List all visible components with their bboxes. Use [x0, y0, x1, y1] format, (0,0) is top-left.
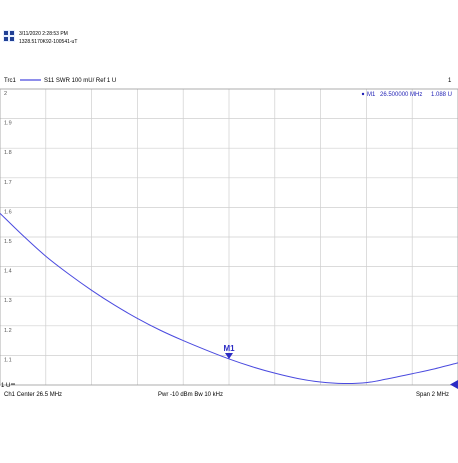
- y-tick-label: 2: [4, 91, 7, 97]
- marker-readout-frequency: 26.500000 MHz: [380, 92, 422, 98]
- y-ref-label: 1 U: [1, 383, 10, 389]
- trace-name: Trc1: [4, 78, 16, 84]
- y-tick-label: 1.7: [4, 180, 12, 186]
- marker-readout: M1 26.500000 MHz 1.088 U: [361, 92, 452, 98]
- channel-center: Ch1 Center 26.5 MHz: [4, 392, 62, 398]
- plot-grid: [0, 89, 458, 385]
- marker-label: M1: [223, 344, 235, 353]
- y-tick-label: 1.6: [4, 209, 12, 215]
- plot-border: [0, 88, 458, 386]
- marker-readout-id: M1: [367, 92, 376, 98]
- y-tick-label: 1.5: [4, 239, 12, 245]
- y-axis-labels: 2 1.9 1.8 1.7 1.6 1.5 1.4 1.3 1.2 1.1: [4, 91, 12, 363]
- y-tick-label: 1.1: [4, 357, 12, 363]
- reference-level-arrow-icon: [450, 380, 458, 389]
- span: Span 2 MHz: [416, 392, 449, 398]
- marker-triangle-icon: [225, 352, 233, 359]
- y-tick-label: 1.3: [4, 298, 12, 304]
- marker-readout-value: 1.088 U: [431, 92, 452, 98]
- y-tick-label: 1.9: [4, 121, 12, 127]
- y-tick-label: 1.4: [4, 269, 12, 275]
- y-tick-label: 1.2: [4, 328, 12, 334]
- trace-description: S11 SWR 100 mU/ Ref 1 U: [44, 78, 116, 84]
- marker-m1[interactable]: M1: [223, 344, 235, 359]
- rohde-schwarz-logo: [3, 30, 15, 42]
- trace-number: 1: [448, 78, 452, 84]
- device-id: 1328.5170K92-100541-uT: [19, 39, 77, 45]
- y-tick-label: 1.8: [4, 150, 12, 156]
- timestamp: 3/11/2020 2:28:53 PM: [19, 31, 68, 37]
- power-bandwidth: Pwr -10 dBm Bw 10 kHz: [158, 392, 223, 398]
- marker-readout-dot-icon: [361, 92, 365, 96]
